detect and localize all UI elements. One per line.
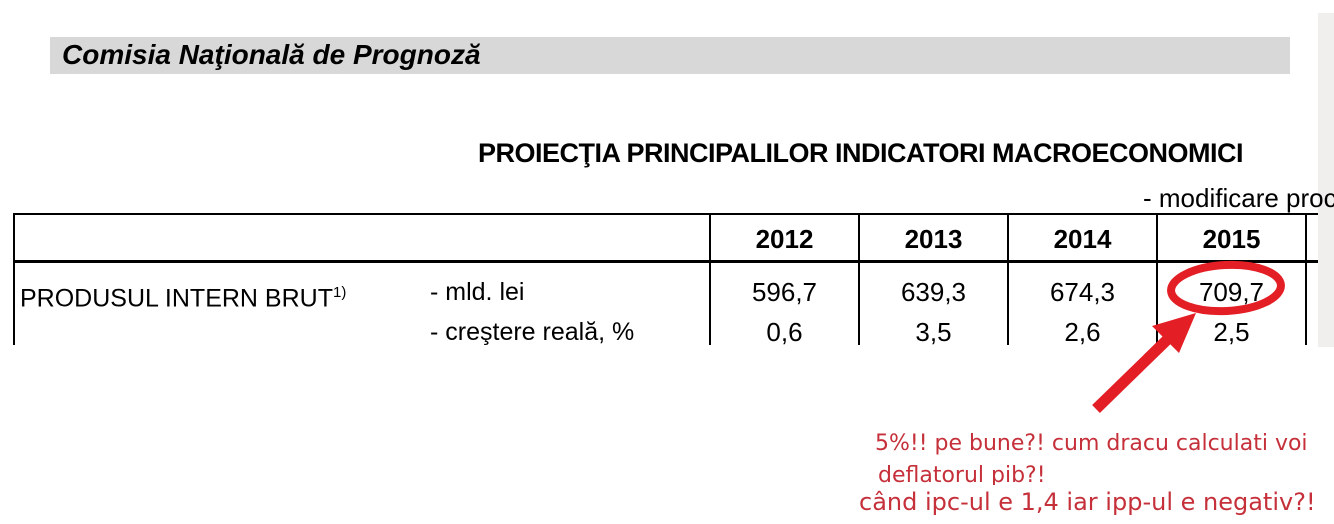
value-cell-2014-crestere: 2,6: [1064, 317, 1101, 347]
document-title: PROIECŢIA PRINCIPALILOR INDICATORI MACRO…: [478, 138, 1244, 168]
table-grid-line: [1305, 215, 1307, 345]
handwritten-note-line-2: deflatorul pib?!: [878, 463, 1046, 485]
table-header-separator: [15, 260, 1318, 263]
unit-label-mld-lei: - mld. lei: [430, 278, 525, 306]
year-column-header-2015: 2015: [1202, 224, 1261, 254]
row-label-gdp: PRODUSUL INTERN BRUT1): [20, 279, 346, 312]
table-grid-line: [1007, 215, 1009, 345]
year-column-header-2014: 2014: [1053, 224, 1112, 254]
table-grid-line: [858, 215, 860, 345]
value-cell-2012-mld: 596,7: [751, 277, 818, 307]
footnote-reference: 1): [333, 284, 347, 301]
handwritten-note-line-3: când ipc-ul e 1,4 iar ipp-ul e negativ?!: [859, 488, 1316, 516]
value-cell-2015-mld-circled: 709,7: [1198, 277, 1265, 307]
value-cell-2015-crestere: 2,5: [1213, 317, 1250, 347]
handwritten-note-line-1: 5%!! pe bune?! cum dracu calculati voi: [875, 431, 1308, 456]
value-cell-2013-crestere: 3,5: [915, 317, 952, 347]
document-header-bar: Comisia Naţională de Prognoză: [50, 37, 1290, 74]
unit-label-crestere-reala: - creştere reală, %: [430, 318, 635, 346]
row-label-text: PRODUSUL INTERN BRUT: [20, 284, 333, 313]
year-column-header-2012: 2012: [755, 224, 814, 254]
page-edge-strip: [1318, 13, 1334, 347]
red-arrow-shaft: [1092, 331, 1176, 413]
organization-name: Comisia Naţională de Prognoză: [62, 39, 481, 70]
macro-indicators-table: 2012 2013 2014 2015 PRODUSUL INTERN BRUT…: [13, 213, 1318, 347]
units-note: - modificare proc: [1143, 183, 1334, 213]
year-column-header-2013: 2013: [904, 224, 963, 254]
table-grid-line: [709, 215, 711, 345]
table-grid-line: [1156, 215, 1158, 345]
value-cell-2012-crestere: 0,6: [766, 317, 803, 347]
value-cell-2013-mld: 639,3: [900, 277, 967, 307]
value-cell-2014-mld: 674,3: [1049, 277, 1116, 307]
